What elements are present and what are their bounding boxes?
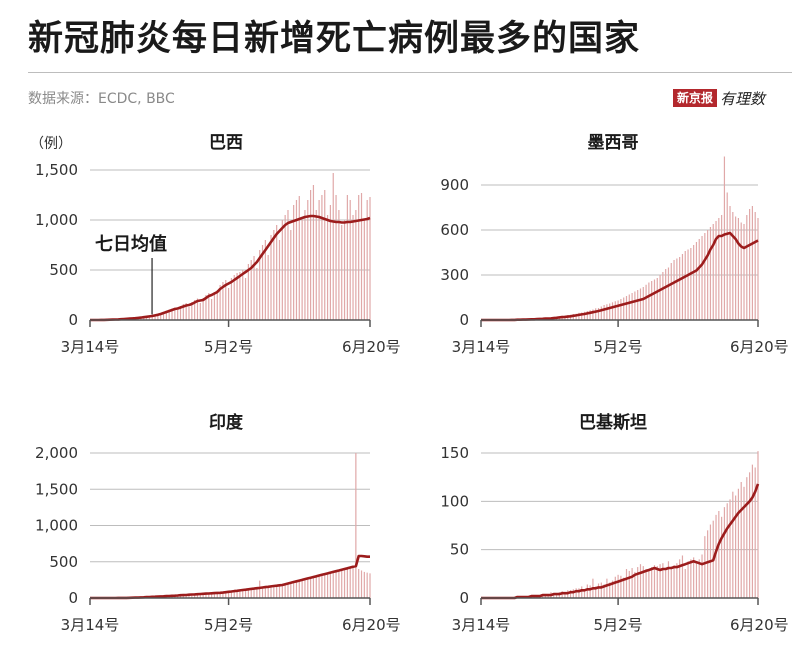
brand-name: 新京报 xyxy=(673,89,718,107)
seven-day-average-line-brazil xyxy=(90,214,371,322)
brand-mark: 有理数 xyxy=(720,89,766,108)
y-tick-label-mexico: 300 xyxy=(440,266,469,284)
y-tick-label-india: 500 xyxy=(49,553,78,571)
y-tick-label-india: 1,500 xyxy=(35,480,78,498)
x-tick-label-mexico: 6月20号 xyxy=(730,338,789,356)
data-source: 数据来源：ECDC, BBC xyxy=(28,91,175,107)
x-tick-label-mexico: 3月14号 xyxy=(452,338,511,356)
y-tick-label-brazil: 1,000 xyxy=(35,211,78,229)
x-tick-label-brazil: 5月2号 xyxy=(204,338,253,356)
x-tick-label-pakistan: 3月14号 xyxy=(452,616,511,634)
y-tick-label-pakistan: 150 xyxy=(440,444,469,462)
chart-title-brazil: 巴西 xyxy=(209,133,243,153)
x-tick-label-mexico: 5月2号 xyxy=(594,338,643,356)
x-tick-label-brazil: 6月20号 xyxy=(342,338,401,356)
x-tick-label-brazil: 3月14号 xyxy=(61,338,120,356)
x-tick-label-pakistan: 6月20号 xyxy=(730,616,789,634)
y-tick-label-mexico: 600 xyxy=(440,221,469,239)
y-tick-label-india: 2,000 xyxy=(35,444,78,462)
x-tick-label-india: 6月20号 xyxy=(342,616,401,634)
y-tick-label-brazil: 500 xyxy=(49,261,78,279)
y-tick-label-mexico: 0 xyxy=(459,311,469,329)
y-tick-label-india: 0 xyxy=(68,589,78,607)
chart-title-india: 印度 xyxy=(209,412,244,433)
y-tick-label-pakistan: 100 xyxy=(440,492,469,510)
chart-title-pakistan: 巴基斯坦 xyxy=(579,412,647,433)
x-tick-label-pakistan: 5月2号 xyxy=(594,616,643,634)
title-divider xyxy=(28,72,792,73)
y-tick-label-brazil: 0 xyxy=(68,311,78,329)
annotation-seven-day-average: 七日均值 xyxy=(95,233,167,255)
x-tick-label-india: 5月2号 xyxy=(204,616,253,634)
page-title: 新冠肺炎每日新增死亡病例最多的国家 xyxy=(28,19,641,59)
y-unit-label: （例） xyxy=(30,136,72,152)
y-tick-label-brazil: 1,500 xyxy=(35,161,78,179)
y-tick-label-mexico: 900 xyxy=(440,176,469,194)
x-tick-label-india: 3月14号 xyxy=(61,616,120,634)
brand-logo: 新京报 有理数 xyxy=(673,88,765,108)
y-tick-label-india: 1,000 xyxy=(35,517,78,535)
y-tick-label-pakistan: 50 xyxy=(450,541,469,559)
y-tick-label-pakistan: 0 xyxy=(459,589,469,607)
chart-title-mexico: 墨西哥 xyxy=(588,133,639,153)
seven-day-average-line-pakistan xyxy=(481,483,760,600)
